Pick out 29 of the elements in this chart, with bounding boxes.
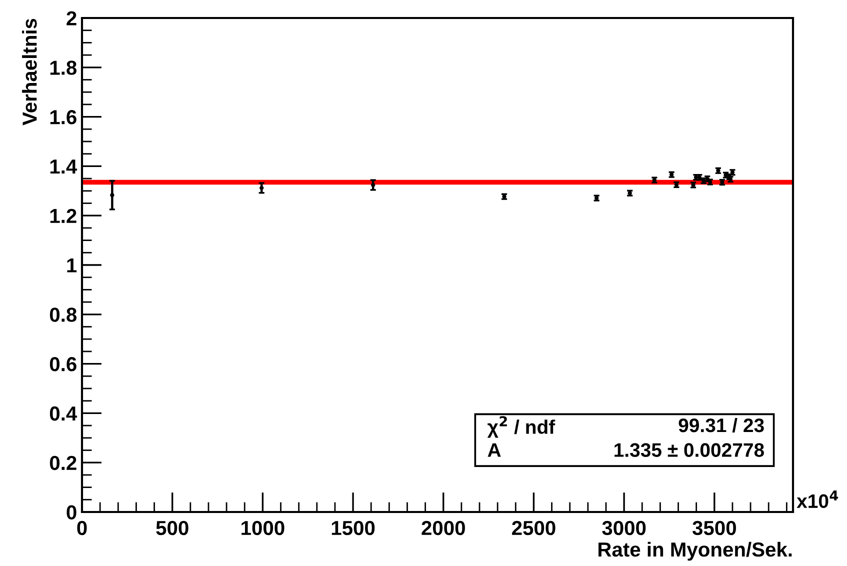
- annotation: 1.335 ± 0.002778: [614, 443, 764, 457]
- y-tick-label: 0.8: [50, 308, 77, 322]
- y-tick-label: 0.6: [50, 357, 76, 372]
- x-tick-label: 500: [156, 520, 188, 536]
- x-tick-label: 0: [77, 520, 87, 536]
- y-tick-label: 2: [66, 11, 76, 26]
- point: [371, 182, 376, 188]
- x-tick-label: 2500: [512, 520, 556, 536]
- point: [260, 186, 264, 190]
- annotation: χ$^{2}$ / ndf: [487, 416, 556, 438]
- text: x10$^{4}$: [796, 490, 838, 508]
- y-tick-label: 1: [67, 258, 77, 272]
- x-tick-label: 1000: [242, 520, 284, 536]
- y-tick-label: 1.8: [50, 60, 77, 75]
- x-tick-label: 3500: [692, 520, 736, 536]
- y-tick-label: 0.2: [50, 456, 76, 470]
- y-axis-title: Verhaeltnis: [22, 18, 37, 126]
- annotation: A: [488, 443, 501, 457]
- x-tick-label: 1500: [332, 520, 375, 536]
- y-tick-label: 1.6: [50, 110, 76, 124]
- x-tick-label: 3000: [602, 520, 646, 536]
- point: [110, 193, 114, 198]
- y-tick-label: 0.4: [50, 406, 78, 421]
- y-tick-label: 0: [66, 505, 76, 520]
- x-axis-title: Rate in Myonen/Sek.: [598, 542, 792, 561]
- x-tick-label: 2000: [422, 520, 465, 536]
- y-tick-label: 1.4: [50, 160, 78, 174]
- annotation: 99.31 / 23: [678, 418, 764, 432]
- y-tick-label: 1.2: [50, 208, 76, 223]
